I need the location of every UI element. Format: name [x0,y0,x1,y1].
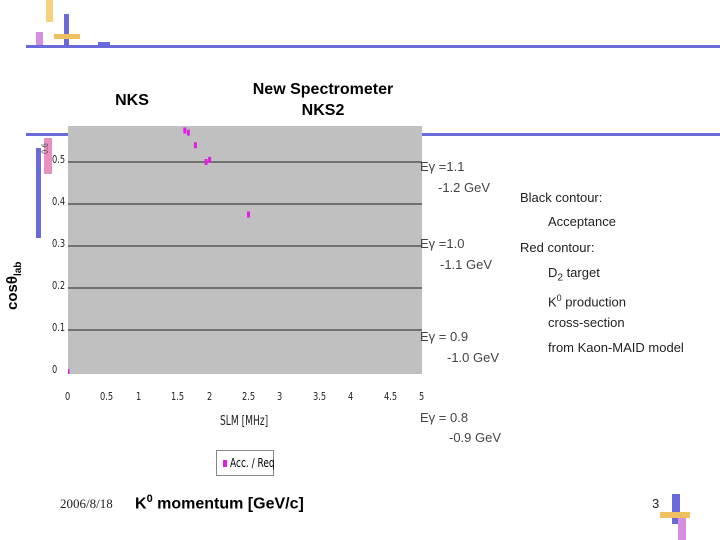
black-contour-label: Black contour: [520,190,603,205]
x-tick-label-4.5: 4.5 [383,390,397,403]
legend-label: Acc. / Req [230,456,275,470]
cross-section-label: cross-section [548,315,625,330]
energy-label-1: Eγ =1.1 -1.2 GeV [420,156,490,198]
y-stub-label: 0.6 [41,143,51,154]
x-tick-label-4: 4 [348,390,354,403]
energy-label-3-line2: -1.0 GeV [447,350,500,365]
plot-area [66,126,422,375]
title-nks2: New Spectrometer NKS2 [230,79,416,121]
x-tick-label-2: 2 [206,390,212,403]
y-tick-label-0.3: 0.3 [52,237,66,250]
d2-prefix: D [548,265,558,280]
y-tick-label-0: 0 [52,363,58,376]
energy-label-1-line2: -1.2 GeV [438,180,491,195]
x-axis-label: K0 momentum [GeV/c] [135,493,304,513]
y-axis-label-sym: θ [4,276,21,285]
title-nks2-line1: New Spectrometer [252,81,394,98]
x-axis-label-prefix: K [135,495,147,513]
data-point-0-5 [208,156,212,163]
title-nks2-line2: NKS2 [301,102,345,119]
data-point-0-0 [66,369,70,375]
y-tick-label-0.4: 0.4 [52,195,66,208]
data-point-0-4 [204,159,208,165]
x-tick-label-1.5: 1.5 [171,390,185,403]
title-nks: NKS [115,92,149,109]
energy-label-4-line2: -0.9 GeV [449,430,502,445]
y-axis-label-main: cos [4,284,21,310]
x-tick-label-0: 0 [65,390,71,403]
k0-prefix: K [548,294,557,310]
d2-sub: 2 [557,272,563,284]
x-tick-label-3.5: 3.5 [312,390,326,403]
energy-label-2-line2: -1.1 GeV [440,257,493,272]
data-point-0-1 [183,127,187,134]
x-tick-label-5: 5 [419,390,425,403]
x-tick-label-1: 1 [135,390,142,403]
data-point-0-2 [186,129,190,136]
energy-label-2: Eγ =1.0 -1.1 GeV [420,233,492,275]
x-tick-label-0.5: 0.5 [100,390,114,403]
maid-model-label: from Kaon-MAID model [548,340,684,355]
k0-suffix: production [561,294,627,310]
x-axis-label-suffix: momentum [GeV/c] [152,495,304,513]
x-tick-label-3: 3 [277,390,283,403]
energy-label-3-line1: Eγ = 0.9 [420,329,469,344]
y-tick-label-0.5: 0.5 [52,153,66,166]
x-axis-label-sup: 0 [146,493,153,505]
x-axis-title: SLM [MHz] [220,414,269,429]
d2-suffix: target [562,265,600,280]
data-point-0-3 [193,142,197,149]
red-contour-label: Red contour: [520,240,595,255]
k0-production-label: K0 production [548,290,626,310]
y-axis-label-sub: lab [13,261,24,277]
energy-label-1-line1: Eγ =1.1 [420,159,465,174]
y-tick-label-0.2: 0.2 [52,279,66,292]
y-tick-label-0.1: 0.1 [52,321,66,334]
energy-label-4-line1: Eγ = 0.8 [420,410,469,425]
d2-target-label: D2 target [548,265,600,287]
k0-sup: 0 [556,293,562,303]
energy-label-2-line1: Eγ =1.0 [420,236,465,251]
chart-legend: Acc. / Req [216,450,275,476]
data-point-0-6 [247,211,251,218]
energy-label-3: Eγ = 0.9 -1.0 GeV [420,326,499,368]
x-tick-label-2.5: 2.5 [242,390,256,403]
slide-date: 2006/8/18 [60,496,113,511]
y-axis-label: cosθlab [4,262,24,310]
acceptance-label: Acceptance [548,214,616,229]
page-number: 3 [652,496,660,511]
legend-marker [223,460,227,467]
energy-label-4: Eγ = 0.8 -0.9 GeV [420,408,501,448]
scatter-plot [66,127,422,375]
